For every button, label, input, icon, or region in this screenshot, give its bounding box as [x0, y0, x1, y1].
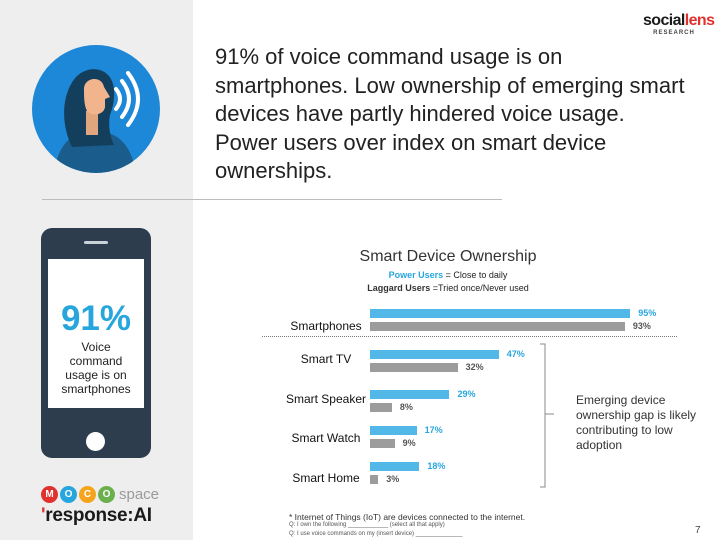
bar-laggard-smart-home [370, 475, 379, 484]
moco-letter: M [41, 485, 58, 503]
value-label-power-smart-watch: 17% [424, 425, 443, 435]
smartphones-separator [262, 336, 677, 337]
value-label-laggard-smartphones: 93% [632, 321, 651, 331]
logo-research: RESEARCH [653, 30, 695, 36]
callout-bracket [540, 343, 554, 488]
smartphone-graphic: 91% Voice command usage is on smartphone… [41, 228, 151, 458]
bar-power-smart-tv [370, 350, 499, 359]
response-ai-logo: 'response:AI [41, 505, 152, 526]
moco-letter: C [79, 485, 96, 503]
slide-headline: 91% of voice command usage is on smartph… [215, 44, 685, 183]
footnote-question-use: Q: I use voice commands on my (insert de… [289, 531, 463, 537]
logo-social: social [643, 12, 685, 29]
bar-power-smartphones [370, 309, 631, 318]
page-number: 7 [695, 525, 701, 536]
value-label-laggard-smart-tv: 32% [465, 362, 484, 372]
smartphone-caption: Voice command usage is on smartphones [61, 340, 131, 396]
bar-power-smart-home [370, 462, 420, 471]
bar-laggard-smartphones [370, 322, 625, 331]
value-label-power-smart-tv: 47% [506, 349, 525, 359]
moco-space-text: space [119, 485, 160, 503]
value-label-laggard-smart-watch: 9% [402, 438, 416, 448]
category-label-smartphones: Smartphones [290, 319, 362, 333]
phone-home-button-icon [86, 432, 105, 451]
value-label-power-smart-home: 18% [427, 461, 446, 471]
bar-laggard-smart-watch [370, 439, 395, 448]
logo-lens: lens [684, 12, 715, 29]
moco-letter: O [60, 485, 77, 503]
bar-power-smart-speaker [370, 390, 450, 399]
chart-title: Smart Device Ownership [359, 248, 537, 265]
legend-laggard-users: Laggard Users =Tried once/Never used [320, 283, 576, 293]
category-label-smart-speaker: Smart Speaker [285, 392, 367, 406]
bar-laggard-smart-tv [370, 363, 458, 372]
value-label-laggard-smart-home: 3% [386, 474, 400, 484]
value-label-power-smartphones: 95% [638, 308, 657, 318]
footnote-iot: * Internet of Things (IoT) are devices c… [289, 512, 526, 522]
smartphone-percent: 91% [60, 299, 132, 338]
sociallens-logo: sociallens RESEARCH [643, 12, 715, 37]
divider [42, 199, 502, 200]
legend-text-power: = Close to daily [445, 270, 508, 280]
legend-key-power: Power Users [388, 270, 444, 280]
phone-speaker [84, 241, 108, 244]
legend-text-laggard: =Tried once/Never used [432, 283, 529, 293]
response-prefix: response: [45, 505, 134, 526]
category-label-smart-home: Smart Home [292, 471, 360, 485]
bar-laggard-smart-speaker [370, 403, 392, 412]
value-label-power-smart-speaker: 29% [457, 389, 476, 399]
mocospace-logo: M O C O space [41, 484, 159, 504]
phone-screen: 91% Voice command usage is on smartphone… [48, 259, 144, 408]
moco-letter: O [98, 485, 115, 503]
voice-user-illustration [32, 45, 160, 173]
legend-key-laggard: Laggard Users [367, 283, 431, 293]
footnote-question-own: Q: I own the following ____________ (sel… [289, 522, 445, 528]
legend-power-users: Power Users = Close to daily [320, 270, 576, 280]
bar-power-smart-watch [370, 426, 417, 435]
category-label-smart-watch: Smart Watch [291, 431, 361, 445]
value-label-laggard-smart-speaker: 8% [399, 402, 413, 412]
callout-text: Emerging device ownership gap is likely … [576, 393, 697, 452]
woman-speaking-icon [54, 69, 140, 173]
category-label-smart-tv: Smart TV [300, 352, 352, 366]
response-suffix: AI [133, 505, 152, 526]
